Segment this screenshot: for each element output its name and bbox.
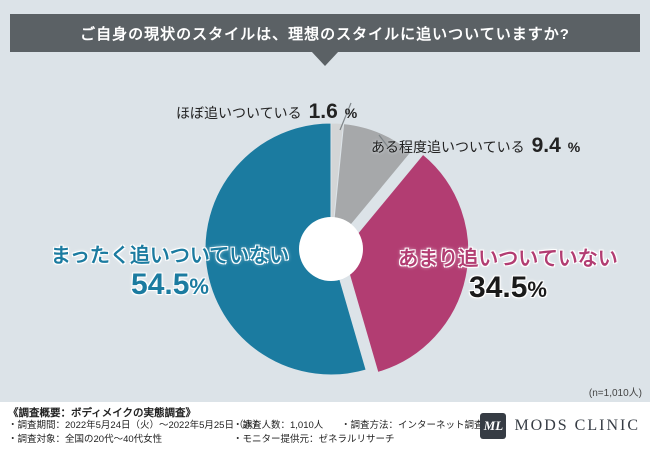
pie-slices-group <box>204 122 470 376</box>
leader-line-somewhat <box>378 134 389 148</box>
survey-respondents: ・調査人数：1,010人 <box>233 420 324 431</box>
survey-summary-footer: 《調査概要：ボディメイクの実態調査》 ・調査期間：2022年5月24日（火）〜2… <box>0 402 650 450</box>
mods-clinic-logo-mark-icon: ML <box>480 413 507 439</box>
callout-unit: % <box>527 277 547 302</box>
mods-clinic-logo: ML MODS CLINIC <box>480 413 640 439</box>
mods-clinic-logo-text: MODS CLINIC <box>514 417 640 434</box>
callout-unit: % <box>189 274 209 299</box>
callout-label: ある程度追いついている <box>371 139 525 155</box>
callout-value: 34.5 <box>469 271 528 304</box>
callout-not-at-all: まったく追いついていない 54.5% <box>28 244 312 302</box>
callout-unit: % <box>344 105 358 121</box>
callout-unit: % <box>567 139 581 155</box>
callout-label: ほぼ追いついている <box>176 105 302 121</box>
callout-not-much: あまり追いついていない 34.5% <box>366 247 650 305</box>
callout-label: まったく追いついていない <box>50 245 290 267</box>
question-title: ご自身の現状のスタイルは、理想のスタイルに追いついていますか? <box>80 25 570 43</box>
callout-value: 9.4 <box>531 134 561 157</box>
pie-slice <box>330 123 412 250</box>
banner-pointer-triangle <box>311 51 339 66</box>
callout-almost-caught-up: ほぼ追いついている 1.6 % <box>176 100 357 124</box>
pie-slice <box>342 153 470 373</box>
survey-period: ・調査期間：2022年5月24日（火）〜2022年5月25日（水） <box>8 420 263 431</box>
survey-target: ・調査対象：全国の20代〜40代女性 <box>8 434 163 445</box>
survey-method: ・調査方法：インターネット調査 <box>341 420 484 431</box>
leader-line-almost <box>339 102 352 131</box>
survey-monitor-provider: ・モニター提供元：ゼネラルリサーチ <box>233 434 395 445</box>
callout-somewhat-caught-up: ある程度追いついている 9.4 % <box>371 134 580 158</box>
survey-summary-heading: 《調査概要：ボディメイクの実態調査》 <box>8 407 197 419</box>
question-banner: ご自身の現状のスタイルは、理想のスタイルに追いついていますか? <box>10 14 640 52</box>
sample-size-note: (n=1,010人) <box>588 388 642 399</box>
callout-value: 54.5 <box>131 268 190 301</box>
donut-hole <box>299 217 363 281</box>
callout-value: 1.6 <box>308 100 338 123</box>
pie-slice <box>204 122 367 376</box>
callout-label: あまり追いついていない <box>398 248 618 270</box>
